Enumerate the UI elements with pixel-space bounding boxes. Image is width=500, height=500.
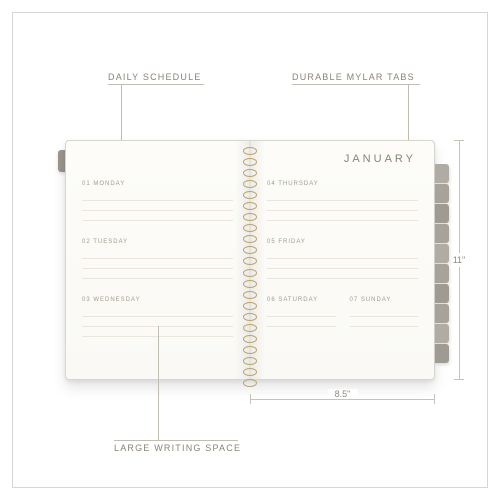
mylar-tab <box>435 304 449 323</box>
mylar-tab <box>435 284 449 303</box>
mylar-tab <box>435 264 449 283</box>
spiral-ring <box>243 379 257 387</box>
callout-label: LARGE WRITING SPACE <box>114 443 241 453</box>
callout-label: DURABLE MYLAR TABS <box>292 72 415 82</box>
month-title: JANUARY <box>344 153 416 165</box>
writing-lines <box>82 249 233 279</box>
writing-lines <box>82 191 233 221</box>
rule-line <box>267 249 418 259</box>
rule-line <box>350 317 419 327</box>
dimension-width: 8.5" <box>250 392 435 406</box>
day-label: 02 TUESDAY <box>82 239 233 245</box>
planner-book: 01 MONDAY02 TUESDAY03 WEDNESDAY JANUARY … <box>65 140 435 380</box>
rule-line <box>267 269 418 279</box>
rule-line <box>350 307 419 317</box>
rule-line <box>267 211 418 221</box>
day-label: 05 FRIDAY <box>267 239 418 245</box>
day-label: 01 MONDAY <box>82 181 233 187</box>
day-section: 02 TUESDAY <box>82 239 233 279</box>
gutter-shadow <box>251 141 265 379</box>
rule-line <box>267 201 418 211</box>
rule-line <box>82 259 233 269</box>
left-page-sections: 01 MONDAY 02 TUESDAY 03 WEDNESDAY <box>82 181 233 337</box>
mylar-tab <box>435 324 449 343</box>
callout-underline <box>292 84 420 85</box>
rule-line <box>267 307 336 317</box>
mylar-tab <box>435 224 449 243</box>
writing-lines <box>267 307 336 327</box>
callout-writing-space: LARGE WRITING SPACE <box>114 440 241 453</box>
weekend-col: 06 SATURDAY <box>267 297 336 327</box>
rule-line <box>82 211 233 221</box>
rule-line <box>267 317 336 327</box>
mylar-tabs <box>435 164 449 364</box>
dimension-label: 11" <box>449 140 469 380</box>
writing-lines <box>267 191 418 221</box>
dimension-tick <box>434 394 435 404</box>
mylar-tab <box>435 204 449 223</box>
day-section: 04 THURSDAY <box>267 181 418 221</box>
day-label: 06 SATURDAY <box>267 297 336 303</box>
rule-line <box>82 269 233 279</box>
day-section: 01 MONDAY <box>82 181 233 221</box>
callout-mylar-tabs: DURABLE MYLAR TABS <box>292 72 420 85</box>
gutter-shadow <box>235 141 249 379</box>
dimension-label: 8.5" <box>328 389 358 399</box>
weekend-row: 06 SATURDAY 07 SUNDAY <box>267 297 418 327</box>
dimension-line <box>250 399 435 400</box>
rule-line <box>82 249 233 259</box>
right-page-sections: 04 THURSDAY 05 FRIDAY 06 SATURDAY 07 SUNDAY <box>267 181 418 327</box>
mylar-tab <box>435 164 449 183</box>
planner-right-page: JANUARY 04 THURSDAY05 FRIDAY06 SATURDAY0… <box>250 141 434 379</box>
dimension-height: 11" <box>452 140 466 380</box>
mylar-tab <box>435 344 449 363</box>
writing-lines <box>350 307 419 327</box>
day-label: 07 SUNDAY <box>350 297 419 303</box>
rule-line <box>82 307 233 317</box>
callout-daily-schedule: DAILY SCHEDULE <box>108 72 204 85</box>
rule-line <box>267 191 418 201</box>
mylar-tab <box>435 184 449 203</box>
callout-lead-line <box>158 326 159 440</box>
day-label: 04 THURSDAY <box>267 181 418 187</box>
weekend-col: 07 SUNDAY <box>350 297 419 327</box>
product-stage: DAILY SCHEDULE DURABLE MYLAR TABS 01 MON… <box>0 0 500 500</box>
writing-lines <box>267 249 418 279</box>
rule-line <box>82 201 233 211</box>
callout-label: DAILY SCHEDULE <box>108 72 202 82</box>
day-section: 05 FRIDAY <box>267 239 418 279</box>
dimension-tick <box>250 394 251 404</box>
rule-line <box>82 191 233 201</box>
rule-line <box>267 259 418 269</box>
day-label: 03 WEDNESDAY <box>82 297 233 303</box>
weekend-section: 06 SATURDAY 07 SUNDAY <box>267 297 418 327</box>
callout-underline <box>108 84 204 85</box>
mylar-tab <box>435 244 449 263</box>
callout-underline <box>114 440 238 441</box>
